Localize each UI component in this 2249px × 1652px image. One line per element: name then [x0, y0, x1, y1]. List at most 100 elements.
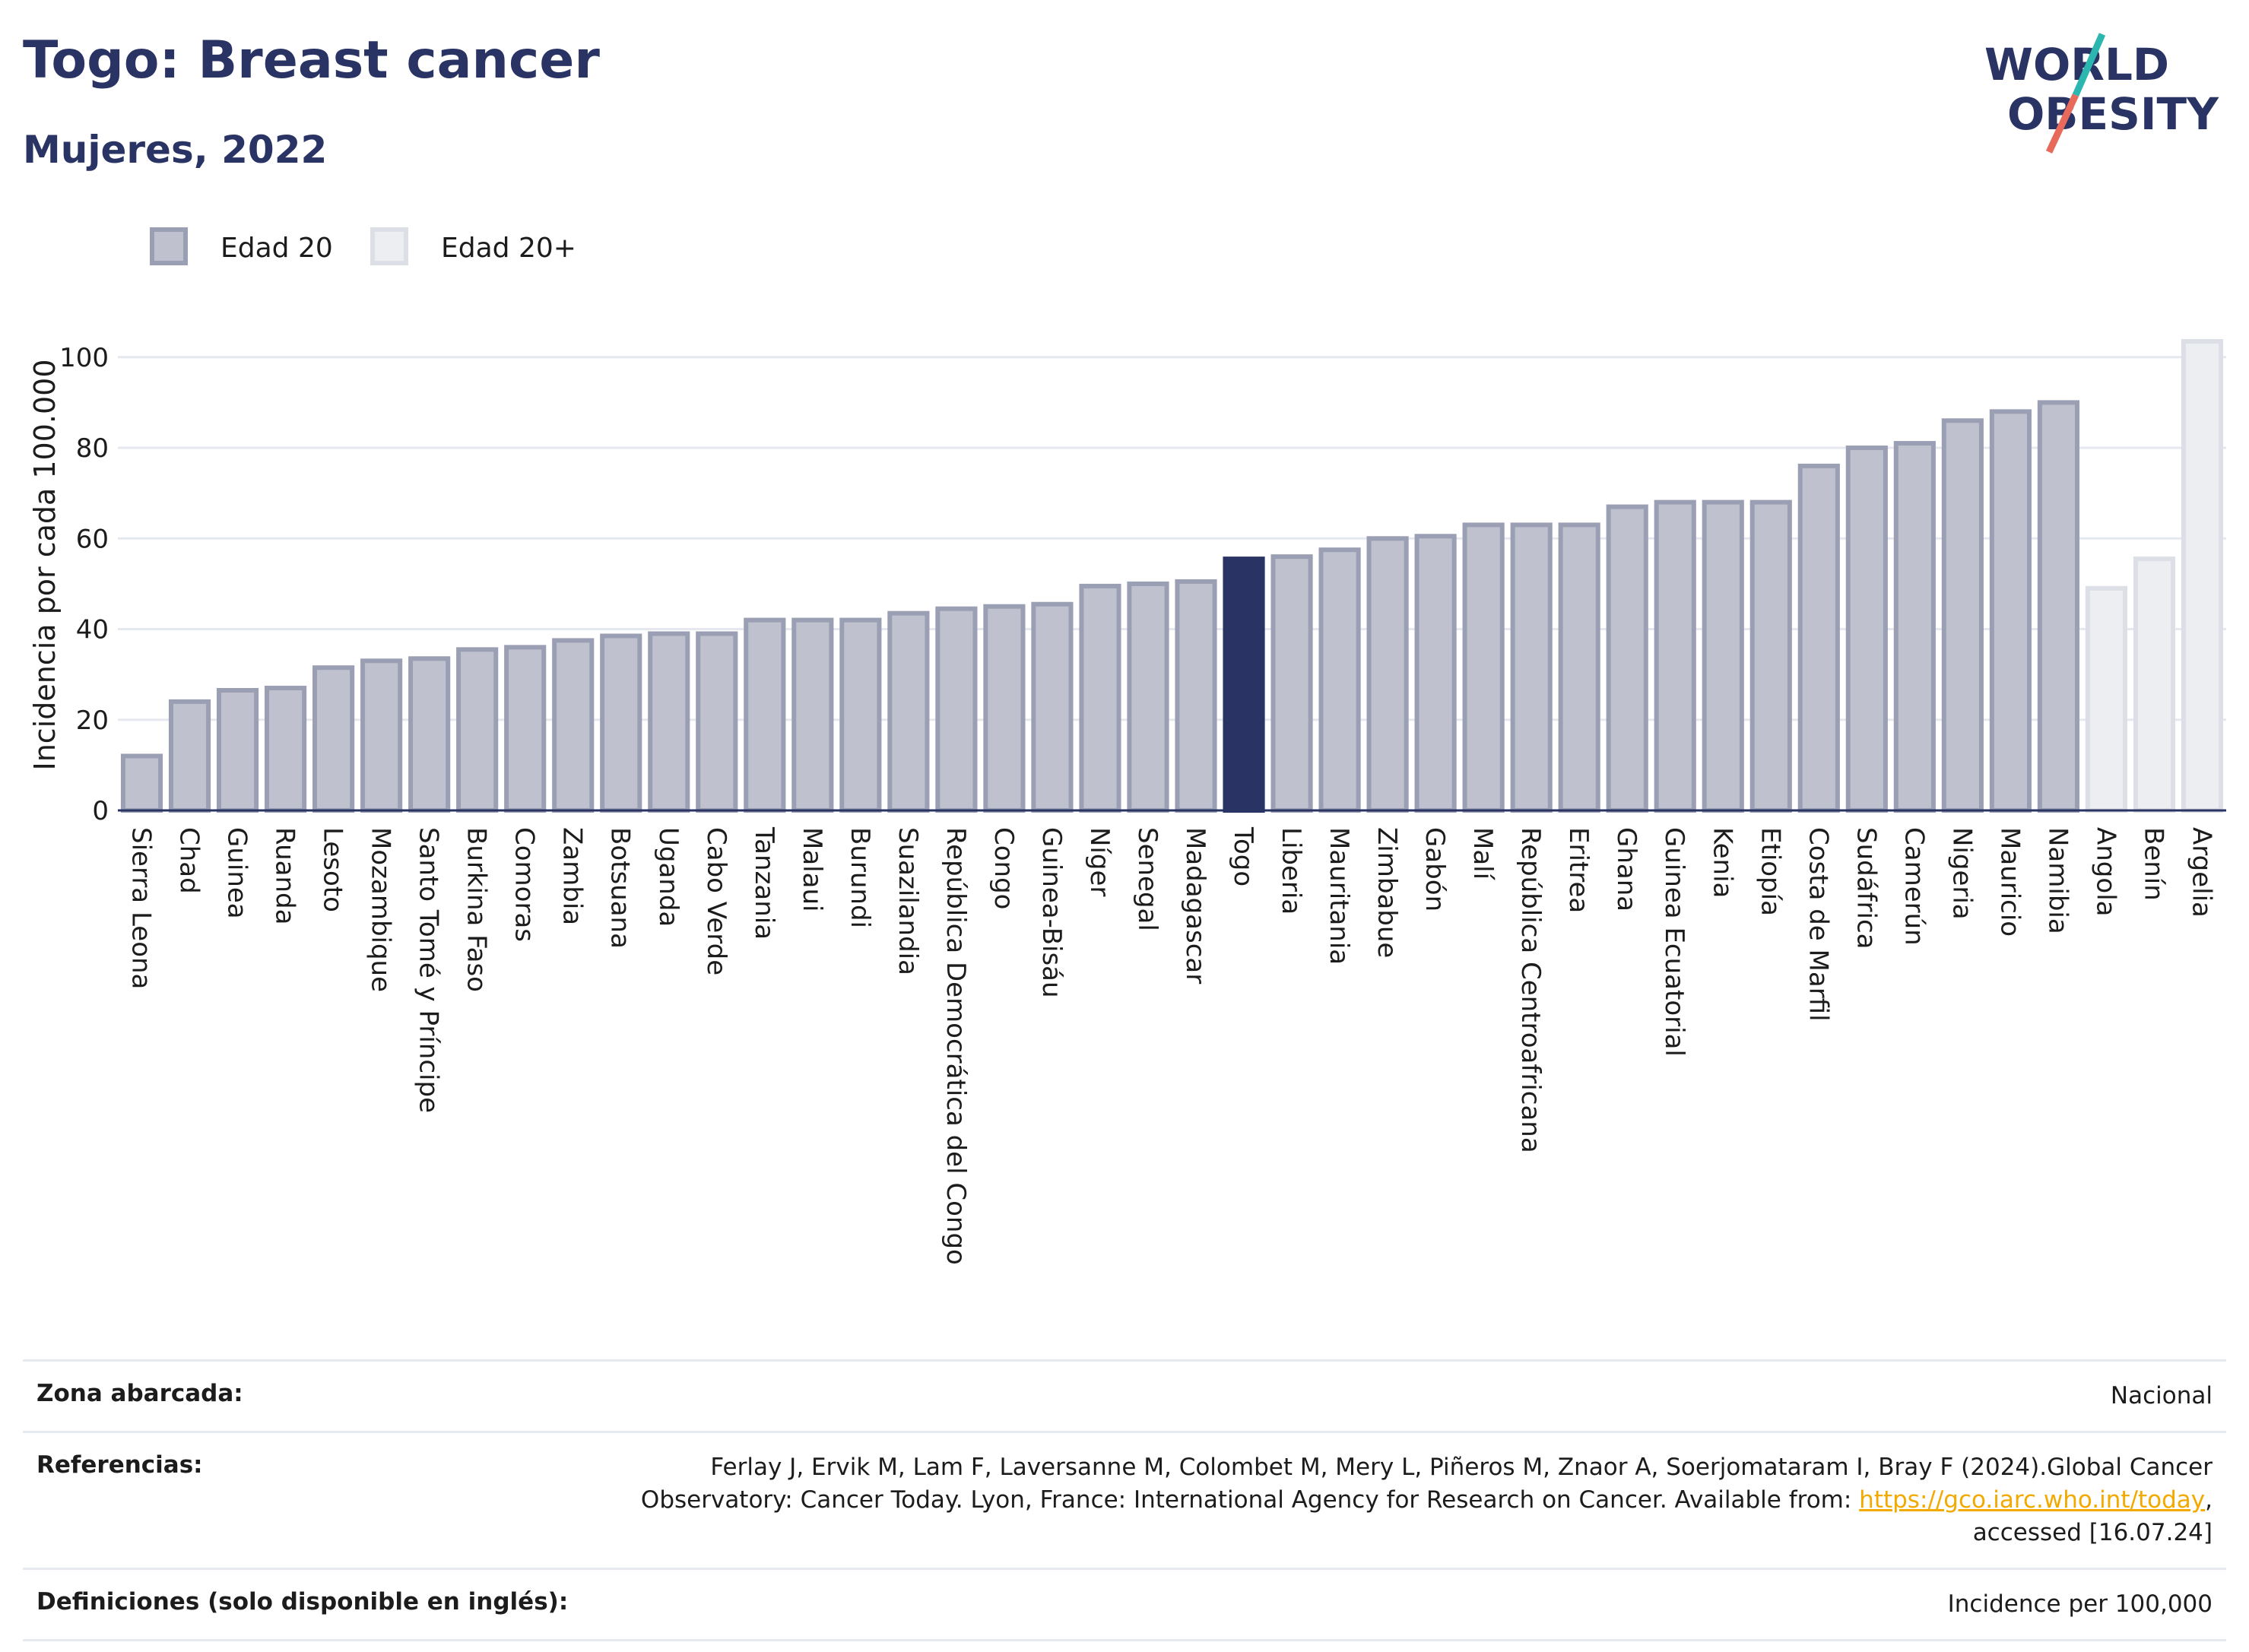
bar — [1845, 446, 1888, 813]
x-tick-label: Tanzania — [749, 826, 779, 940]
bar — [983, 604, 1026, 813]
footer-row-definitions: Definiciones (solo disponible en inglés)… — [23, 1568, 2226, 1641]
x-tick-label: Botsuana — [605, 827, 636, 949]
x-tick-label: Chad — [174, 827, 205, 894]
x-tick-label: Benín — [2138, 827, 2168, 901]
logo-slash-teal — [2072, 33, 2106, 97]
x-tick-label: Guinea — [222, 827, 252, 919]
bar — [1031, 601, 1074, 813]
bar — [1606, 504, 1648, 813]
bar — [1462, 522, 1505, 813]
x-tick-label: Malí — [1467, 827, 1498, 881]
x-tick-label: Gabón — [1420, 827, 1450, 912]
x-tick-label: Senegal — [1132, 827, 1163, 931]
bar — [696, 631, 738, 813]
bar — [1175, 579, 1217, 813]
bar — [1127, 581, 1169, 813]
bar — [935, 606, 978, 813]
bar — [216, 688, 259, 813]
bar — [408, 656, 451, 813]
x-tick-label: Guinea-Bisáu — [1036, 827, 1067, 998]
x-tick-label: Liberia — [1276, 827, 1306, 915]
x-tick-label: Ruanda — [270, 827, 300, 924]
legend-swatch — [370, 227, 408, 265]
y-tick-label: 60 — [76, 524, 109, 554]
footer-row-area: Zona abarcada: Nacional — [23, 1359, 2226, 1431]
bar — [2181, 338, 2224, 813]
x-tick-label: Níger — [1084, 827, 1115, 896]
area-label: Zona abarcada: — [36, 1380, 243, 1407]
x-tick-label: Togo — [1228, 826, 1258, 886]
bar — [504, 645, 547, 813]
bar — [2085, 585, 2128, 813]
y-tick-label: 0 — [92, 796, 109, 826]
x-tick-label: Zambia — [557, 827, 588, 925]
bar — [1989, 409, 2032, 813]
x-tick-label: Costa de Marfil — [1803, 827, 1833, 1022]
bar — [1223, 556, 1265, 813]
bar — [1749, 499, 1792, 813]
bar — [120, 753, 163, 813]
x-tick-label: Lesoto — [318, 827, 348, 912]
x-tick-label: Zimbabue — [1372, 827, 1402, 958]
bar — [168, 699, 211, 813]
bar — [600, 633, 642, 813]
x-tick-label: Malaui — [797, 827, 827, 912]
bar — [1414, 534, 1457, 813]
x-tick-label: Cabo Verde — [701, 827, 731, 975]
legend-swatch — [150, 227, 188, 265]
x-tick-label: Congo — [988, 827, 1019, 909]
bar — [1510, 522, 1553, 813]
bar — [312, 665, 355, 813]
y-tick-label: 20 — [76, 706, 109, 736]
bar — [1893, 441, 1936, 813]
x-tick-label: Guinea Ecuatorial — [1659, 827, 1689, 1057]
x-tick-label: Sudáfrica — [1851, 827, 1881, 949]
logo-line1: WORLD — [1984, 39, 2169, 90]
definitions-value: Incidence per 100,000 — [1947, 1590, 2213, 1618]
x-tick-label: Santo Tomé y Príncipe — [414, 827, 444, 1113]
chart-subtitle: Mujeres, 2022 — [23, 128, 328, 172]
bar — [1079, 583, 1121, 813]
x-tick-label: Angola — [2090, 827, 2121, 916]
bar — [887, 610, 930, 813]
logo-slash-red — [2045, 94, 2079, 154]
x-tick-label: Comoras — [509, 827, 540, 942]
bar — [1654, 499, 1696, 813]
x-tick-label: Etiopía — [1755, 827, 1785, 916]
bar — [1702, 499, 1744, 813]
chart-title: Togo: Breast cancer — [23, 30, 600, 90]
bar — [265, 686, 307, 813]
bar — [1270, 554, 1313, 813]
x-tick-label: Burundi — [845, 827, 875, 928]
x-tick-label: República Centroafricana — [1515, 827, 1546, 1153]
x-tick-label: Sierra Leona — [126, 827, 157, 989]
legend-label: Edad 20+ — [441, 233, 576, 264]
bar — [839, 617, 882, 813]
y-tick-label: 100 — [59, 343, 109, 373]
references-label: Referencias: — [36, 1451, 203, 1479]
world-obesity-logo: WORLD OBESITY — [1984, 33, 2219, 154]
bar — [1558, 522, 1600, 813]
x-tick-label: Mozambique — [366, 827, 396, 992]
x-tick-label: Kenia — [1707, 827, 1737, 898]
bar — [791, 617, 834, 813]
references-accessed: , accessed [16.07.24] — [1972, 1486, 2213, 1546]
logo-line2: OBESITY — [2007, 88, 2219, 140]
x-tick-label: Uganda — [653, 827, 684, 927]
x-tick-label: Camerún — [1898, 827, 1929, 946]
y-tick-label: 80 — [76, 433, 109, 464]
bar — [360, 658, 403, 813]
x-tick-label: Ghana — [1611, 827, 1642, 912]
references-value: Ferlay J, Ervik M, Lam F, Laversanne M, … — [578, 1451, 2213, 1549]
x-tick-label: Nigeria — [1946, 827, 1977, 920]
x-tick-label: Mauricio — [1994, 827, 2025, 937]
bar — [1797, 463, 1840, 813]
bar — [456, 647, 499, 813]
bar — [648, 631, 690, 813]
bar — [2133, 556, 2176, 813]
references-link[interactable]: https://gco.iarc.who.int/today — [1859, 1486, 2206, 1514]
bar — [1318, 547, 1361, 813]
x-tick-label: Burkina Faso — [462, 827, 492, 992]
